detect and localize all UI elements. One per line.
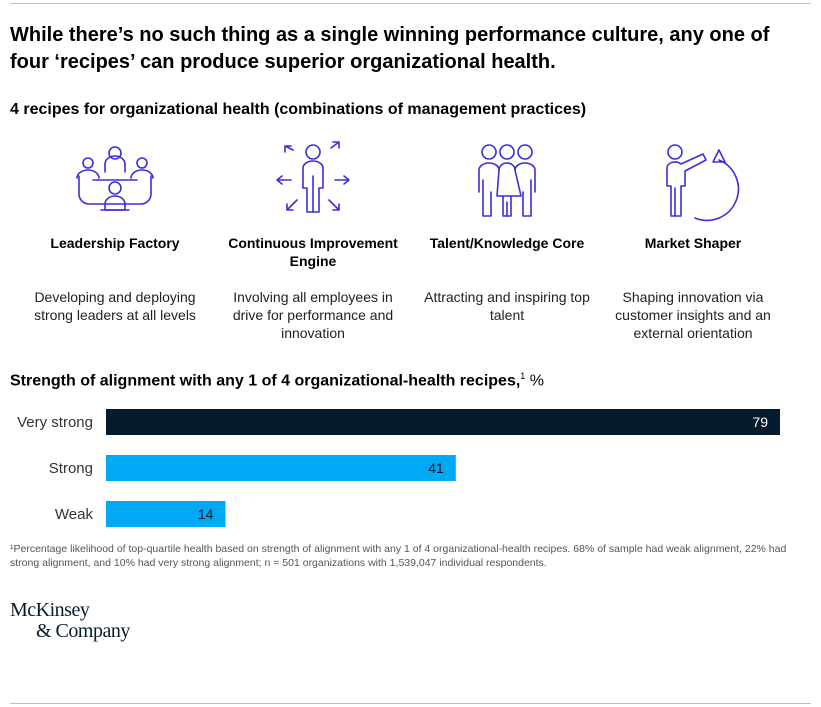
bar-value-label: 41 [428, 460, 444, 476]
leadership-team-icon [76, 146, 154, 211]
recipe-description: Shaping innovation via customer insights… [615, 289, 771, 341]
recipe-name: Talent/Knowledge Core [429, 235, 585, 251]
logo-line-1: McKinsey [10, 599, 90, 621]
recipes-row: Leadership Factory Developing and deploy… [20, 140, 800, 350]
recipe-continuous-improvement: Continuous Improvement Engine Involving … [218, 140, 408, 342]
category-label: Strong [49, 460, 93, 477]
recipe-leadership-factory: Leadership Factory Developing and deploy… [20, 140, 210, 324]
recipe-description: Involving all employees in drive for per… [232, 289, 394, 341]
recipe-talent-knowledge-core: Talent/Knowledge Core Attracting and ins… [412, 140, 602, 324]
recipes-subtitle: 4 recipes for organizational health (com… [10, 101, 587, 118]
bar-value-label: 14 [198, 506, 214, 522]
recipe-name: Leadership Factory [50, 235, 180, 251]
bar-chart: Very strong 79 Strong 41 Weak 14 [17, 409, 780, 527]
bar-weak [106, 501, 226, 527]
talent-group-icon [478, 144, 536, 217]
category-label: Very strong [17, 414, 93, 431]
footnote: ¹Percentage likelihood of top-quartile h… [10, 543, 787, 569]
bar-strong [106, 455, 456, 481]
category-label: Weak [55, 506, 94, 523]
recipe-name: Continuous Improvement Engine [228, 235, 398, 269]
chart-unit: % [525, 372, 544, 390]
market-shaper-icon [666, 144, 740, 222]
chart-title-text: Strength of alignment with any 1 of 4 or… [10, 372, 521, 390]
chart-title: Strength of alignment with any 1 of 4 or… [10, 371, 544, 390]
continuous-improvement-icon [276, 141, 350, 213]
recipe-name: Market Shaper [644, 235, 742, 251]
bar-very-strong [106, 409, 780, 435]
footnote-marker: 1 [520, 371, 526, 381]
recipe-market-shaper: Market Shaper Shaping innovation via cus… [598, 140, 788, 342]
headline: While there’s no such thing as a single … [10, 24, 770, 73]
recipe-description: Attracting and inspiring top talent [424, 289, 590, 323]
bar-value-label: 79 [752, 414, 768, 430]
top-rule [10, 3, 811, 4]
logo-line-2: & Company [36, 620, 130, 642]
mckinsey-logo: McKinsey & Company [10, 600, 130, 642]
recipe-description: Developing and deploying strong leaders … [34, 289, 196, 323]
bottom-rule [10, 703, 811, 704]
